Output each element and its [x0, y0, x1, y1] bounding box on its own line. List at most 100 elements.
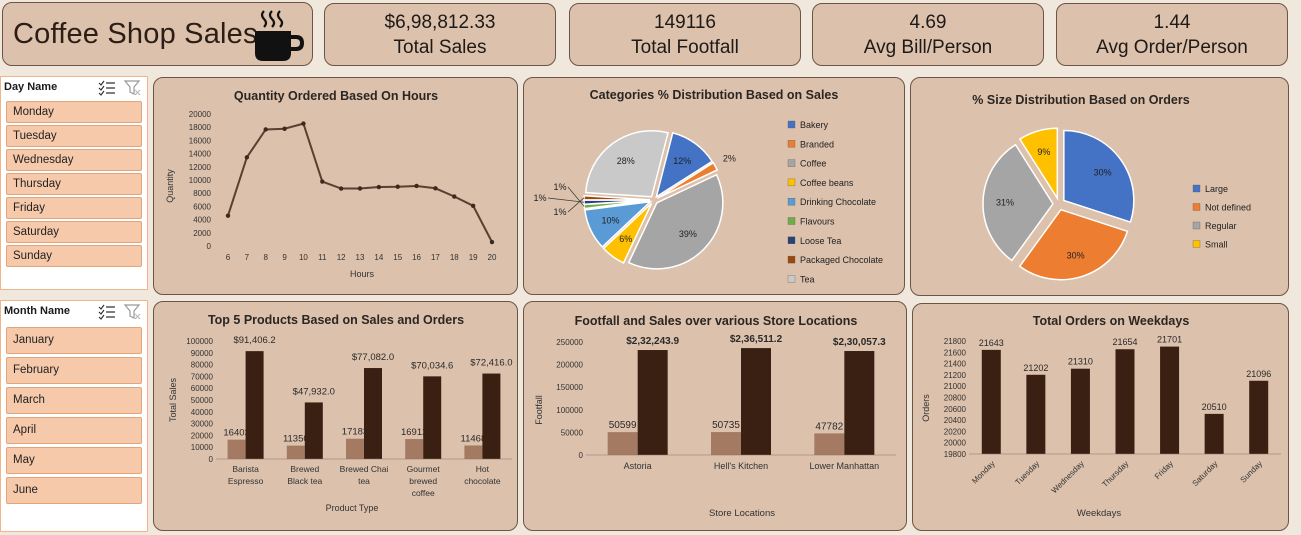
x-tick-label: Barista: [232, 464, 259, 474]
y-tick-label: 250000: [556, 338, 583, 347]
sizes-pie-chart: % Size Distribution Based on Orders 30% 30…: [972, 93, 1251, 281]
data-point: [395, 184, 400, 189]
kpi-total-footfall: 149116 Total Footfall: [569, 3, 801, 66]
sizes-pie-chart-card: % Size Distribution Based on Orders 30% 30…: [910, 77, 1289, 296]
y-tick-label: 20400: [944, 416, 967, 425]
x-tick-label: 14: [374, 253, 383, 262]
locations-bar-chart: Footfall and Sales over various Store Lo…: [534, 314, 896, 519]
kpi-value: 1.44: [1153, 12, 1191, 33]
y-tick-label: 21000: [944, 382, 967, 391]
data-point: [489, 239, 495, 245]
day-name-slicer: Day Name Monday Tuesday Wednesday Thursd…: [0, 76, 148, 290]
slicer-item-friday[interactable]: Friday: [6, 197, 142, 219]
y-tick-label: 70000: [191, 372, 214, 381]
slicer-item-february[interactable]: February: [6, 357, 142, 384]
kpi-value: 149116: [654, 12, 716, 33]
slicer-item-saturday[interactable]: Saturday: [6, 221, 142, 243]
slicer-item-march[interactable]: March: [6, 387, 142, 414]
y-tick-label: 2000: [193, 229, 211, 238]
x-tick-label: Astoria: [624, 461, 652, 471]
data-label: 11468: [461, 433, 487, 444]
x-tick-label: Lower Manhattan: [810, 461, 880, 471]
pie-slice: [1018, 127, 1059, 201]
data-label: 16912: [401, 427, 427, 438]
categories-pie-chart: Categories % Distribution Based on Sales…: [533, 88, 883, 284]
y-tick-label: 21200: [944, 371, 967, 380]
bar: [464, 445, 483, 459]
pie-slice: [655, 131, 714, 199]
x-tick-label: 17: [431, 253, 440, 262]
slicer-item-may[interactable]: May: [6, 447, 142, 474]
clear-filter-icon[interactable]: [124, 304, 142, 320]
y-tick-label: 50000: [561, 428, 584, 437]
kpi-total-sales: $6,98,812.33 Total Sales: [324, 3, 556, 66]
data-point: [301, 121, 306, 126]
y-axis-label: Total Sales: [168, 377, 178, 422]
hours-line-chart-card: Quantity Ordered Based On Hours 0 2000 4000…: [153, 77, 518, 295]
slicer-item-tuesday[interactable]: Tuesday: [6, 125, 142, 147]
slicer-item-june[interactable]: June: [6, 477, 142, 504]
slice-label: 39%: [679, 229, 697, 239]
legend-swatch: [787, 275, 796, 283]
multi-select-icon[interactable]: [98, 80, 116, 96]
x-tick-label: Sunday: [1239, 459, 1265, 485]
data-point: [320, 179, 325, 184]
bar: [637, 350, 668, 455]
bar: [607, 432, 638, 455]
multi-select-icon[interactable]: [98, 304, 116, 320]
data-label: $72,416.0: [470, 358, 512, 369]
legend-label: Packaged Chocolate: [800, 255, 883, 265]
slicer-item-monday[interactable]: Monday: [6, 101, 142, 123]
data-label: $2,36,511.2: [730, 334, 783, 345]
bar: [1204, 413, 1224, 454]
data-point: [414, 183, 419, 189]
kpi-value: 4.69: [909, 12, 947, 33]
x-tick-label: chocolate: [464, 476, 501, 486]
slicer-item-sunday[interactable]: Sunday: [6, 245, 142, 267]
y-tick-label: 20200: [944, 427, 967, 436]
bar: [304, 402, 323, 459]
y-tick-label: 20800: [944, 394, 967, 403]
slicer-item-january[interactable]: January: [6, 327, 142, 354]
clear-filter-icon[interactable]: [124, 80, 142, 96]
data-label: 17183: [342, 427, 368, 438]
slice-label: 12%: [673, 156, 691, 166]
kpi-label: Total Sales: [393, 37, 487, 58]
bar: [844, 351, 875, 455]
x-tick-label: Monday: [970, 459, 996, 485]
products-bar-chart-card: Top 5 Products Based on Sales and Orders…: [153, 301, 518, 531]
y-tick-label: 6000: [193, 202, 211, 211]
y-tick-label: 19800: [944, 450, 967, 459]
data-label: 50735: [712, 420, 740, 431]
legend-swatch: [1192, 221, 1201, 230]
data-label: 16403: [223, 428, 249, 439]
data-label: 21310: [1068, 357, 1093, 367]
legend-label: Small: [1205, 240, 1228, 250]
slicer-item-thursday[interactable]: Thursday: [6, 173, 142, 195]
data-label: 21654: [1112, 337, 1137, 347]
slicer-header: Day Name: [4, 81, 58, 93]
y-tick-label: 16000: [189, 136, 212, 145]
y-tick-label: 20000: [944, 439, 967, 448]
x-tick-label: brewed: [409, 476, 437, 486]
kpi-label: Total Footfall: [631, 37, 739, 58]
kpi-label: Avg Bill/Person: [863, 37, 993, 58]
x-tick-label: Brewed Chai: [340, 464, 389, 474]
x-tick-label: Hot: [476, 464, 490, 474]
kpi-avg-order: 1.44 Avg Order/Person: [1056, 3, 1288, 66]
bar: [981, 349, 1001, 454]
y-axis-label: Footfall: [534, 395, 544, 425]
x-tick-label: Hell's Kitchen: [714, 461, 768, 471]
slicer-item-april[interactable]: April: [6, 417, 142, 444]
kpi-label: Avg Order/Person: [1096, 37, 1248, 58]
pie-slice: [627, 173, 724, 270]
x-tick-label: Gourmet: [407, 464, 441, 474]
series-line: [227, 122, 493, 243]
slice-label: 31%: [996, 197, 1014, 207]
y-tick-label: 18000: [189, 123, 212, 132]
slice-label: 6%: [619, 234, 632, 244]
bar: [741, 348, 771, 455]
weekdays-bar-chart-card: Total Orders on Weekdays 19800 20000 20200 2…: [912, 303, 1289, 531]
legend-swatch: [787, 140, 796, 148]
slicer-item-wednesday[interactable]: Wednesday: [6, 149, 142, 171]
